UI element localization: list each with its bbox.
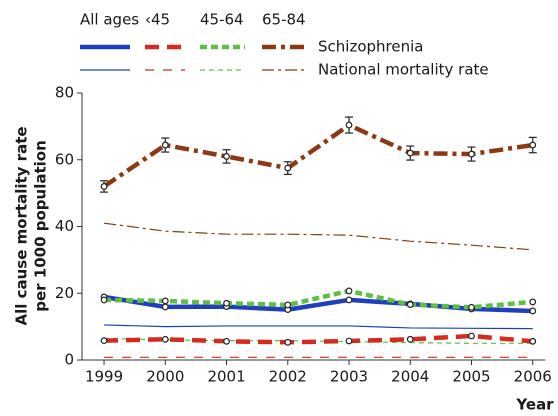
point-marker: [468, 332, 475, 340]
point-marker: [223, 299, 230, 307]
point-marker: [345, 287, 353, 295]
point-marker: [284, 164, 292, 172]
point-marker: [161, 335, 169, 343]
point-marker: [284, 338, 292, 346]
legend-row-label: National mortality rate: [318, 61, 489, 79]
y-axis-title-line: All cause mortality rate: [13, 126, 31, 325]
point-marker: [529, 298, 537, 306]
y-axis-title-line: per 1000 population: [32, 140, 50, 312]
point-marker: [284, 301, 292, 309]
point-marker: [406, 335, 414, 343]
schizophrenia-line: [102, 122, 534, 189]
x-tick-label: 2005: [452, 368, 490, 386]
schizophrenia-line: [104, 288, 533, 310]
legend-row-label: Schizophrenia: [318, 38, 423, 56]
x-tick-label: 2004: [391, 368, 429, 386]
x-tick-label: 2000: [146, 368, 184, 386]
point-marker: [161, 303, 169, 311]
point-marker: [406, 149, 414, 157]
y-tick-label: 60: [55, 150, 74, 168]
x-tick-label: 1999: [85, 368, 123, 386]
point-marker: [100, 296, 108, 304]
national-line: [103, 222, 533, 251]
x-axis-title: Year: [515, 396, 554, 414]
y-tick-label: 20: [55, 284, 74, 302]
point-marker: [223, 337, 230, 345]
point-marker: [468, 150, 475, 158]
point-marker: [161, 297, 169, 305]
point-marker: [100, 183, 108, 190]
legend-label: ‹45: [145, 11, 170, 29]
schizophrenia-line: [103, 333, 533, 345]
schizophrenia-line: [103, 294, 533, 314]
x-tick-label: 2006: [514, 368, 552, 386]
point-marker: [529, 337, 537, 345]
point-marker: [345, 296, 353, 304]
legend-label: All ages: [80, 11, 139, 29]
national-line: [104, 324, 533, 330]
y-tick-label: 40: [55, 217, 74, 235]
x-tick-label: 2001: [207, 368, 245, 386]
y-tick-label: 0: [64, 351, 74, 369]
point-marker: [161, 141, 169, 149]
x-tick-label: 2003: [330, 368, 368, 386]
point-marker: [468, 303, 475, 311]
point-marker: [406, 301, 414, 308]
y-tick-label: 80: [55, 84, 74, 102]
x-tick-label: 2002: [269, 368, 307, 386]
point-marker: [100, 337, 108, 345]
legend-label: 45-64: [200, 11, 244, 29]
point-marker: [529, 307, 537, 315]
point-marker: [345, 337, 353, 345]
point-marker: [529, 141, 537, 149]
y-axis-title: All cause mortality rate per 1000 popula…: [13, 126, 50, 325]
point-marker: [345, 121, 353, 129]
legend-label: 65-84: [262, 11, 306, 29]
point-marker: [223, 153, 230, 160]
